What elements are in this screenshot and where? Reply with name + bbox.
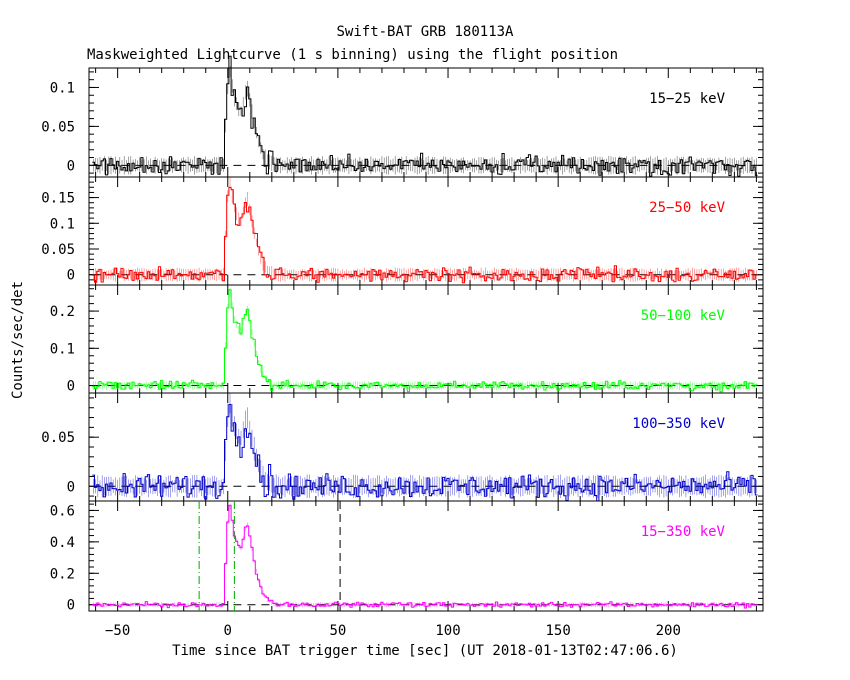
- y-tick-label: 0: [67, 379, 75, 395]
- x-tick-label: 150: [546, 623, 571, 639]
- x-tick-label: 200: [656, 623, 681, 639]
- panel-frame: [88, 500, 764, 612]
- y-tick-label: 0.05: [41, 430, 75, 446]
- series-line: [92, 504, 758, 609]
- band-label: 15−350 keV: [641, 524, 726, 540]
- x-tick-label: 100: [435, 623, 460, 639]
- y-tick-label: 0.05: [41, 242, 75, 258]
- y-tick-label: 0: [67, 268, 75, 284]
- y-tick-label: 0.1: [50, 216, 75, 232]
- x-tick-label: −50: [105, 623, 130, 639]
- series-line: [92, 55, 758, 177]
- band-label: 50−100 keV: [641, 308, 726, 324]
- y-tick-label: 0.6: [50, 503, 75, 519]
- band-label: 100−350 keV: [632, 416, 725, 432]
- series-line: [92, 404, 758, 502]
- panel-frame: [88, 284, 764, 394]
- y-tick-label: 0.05: [41, 119, 75, 135]
- series-error-bars: [93, 505, 757, 608]
- band-label: 25−50 keV: [649, 200, 725, 216]
- chart-subtitle: Maskweighted Lightcurve (1 s binning) us…: [87, 47, 618, 63]
- y-tick-label: 0.1: [50, 341, 75, 357]
- chart-title: Swift-BAT GRB 180113A: [336, 24, 514, 40]
- series-error-bars: [93, 66, 757, 175]
- series-error-bars: [93, 392, 757, 498]
- series-error-bars: [93, 288, 757, 390]
- x-tick-label: 50: [329, 623, 346, 639]
- x-tick-label: 0: [224, 623, 232, 639]
- x-axis-label: Time since BAT trigger time [sec] (UT 20…: [172, 643, 678, 659]
- y-tick-label: 0.1: [50, 80, 75, 96]
- band-label: 15−25 keV: [649, 91, 725, 107]
- y-tick-label: 0: [67, 158, 75, 174]
- y-tick-label: 0.2: [50, 566, 75, 582]
- y-tick-label: 0.4: [50, 535, 75, 551]
- series-error-bars: [93, 176, 757, 282]
- y-tick-label: 0.2: [50, 304, 75, 320]
- series-line: [92, 289, 758, 393]
- panels-group: 0 0.05 0.1 15−25 keV 0 0.05 0.1 0.15 25−50 keV 0 0…: [41, 55, 764, 639]
- y-tick-label: 0.15: [41, 191, 75, 207]
- y-axis-label: Counts/sec/det: [10, 281, 26, 399]
- y-tick-label: 0: [67, 598, 75, 614]
- y-tick-label: 0: [67, 479, 75, 495]
